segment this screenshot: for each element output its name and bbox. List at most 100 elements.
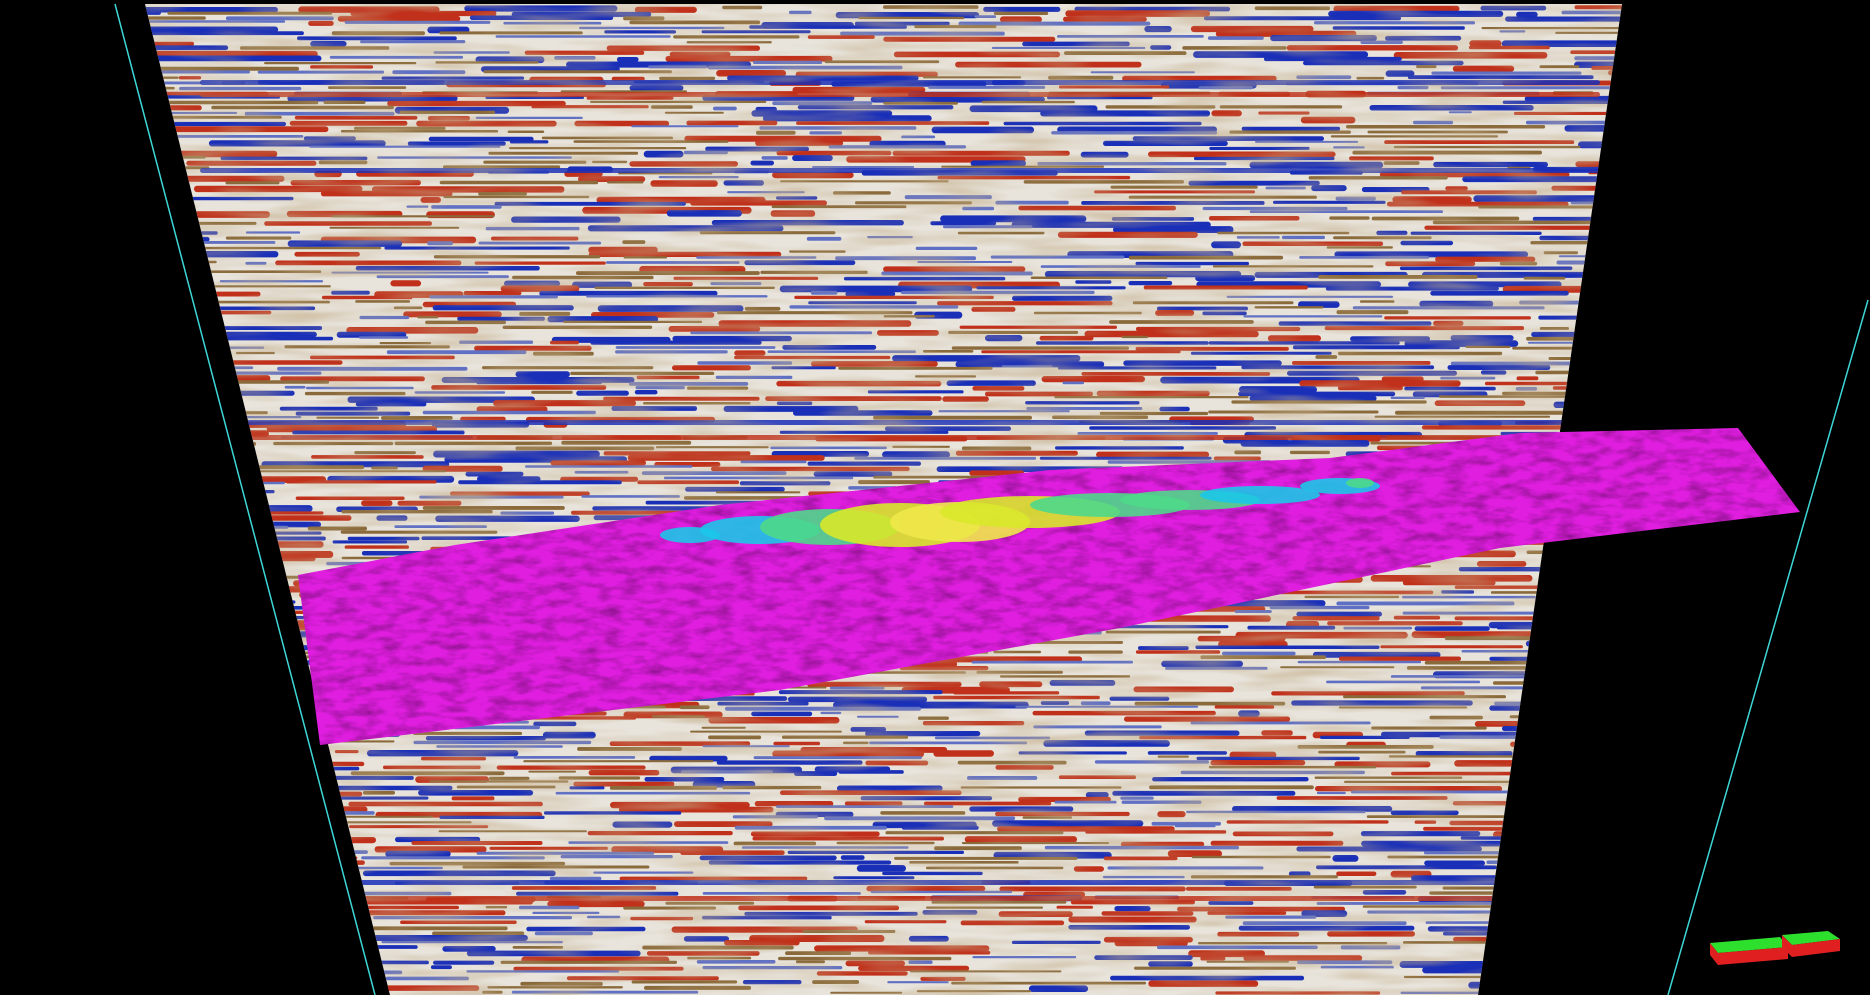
seismic-reflector: [1625, 142, 1676, 145]
seismic-reflector: [145, 716, 257, 720]
seismic-reflector: [1591, 66, 1622, 70]
seismic-reflector: [1627, 86, 1684, 92]
seismic-reflector: [145, 365, 171, 372]
seismic-reflector: [145, 912, 167, 916]
seismic-reflector: [1552, 985, 1622, 988]
seismic-reflector: [145, 492, 212, 499]
seismic-reflector: [1537, 645, 1622, 651]
seismic-reflector: [1626, 147, 1689, 153]
seismic-reflector: [145, 541, 172, 545]
seismic-reflector: [145, 390, 168, 396]
seismic-reflector: [145, 195, 162, 201]
seismic-reflector: [1602, 730, 1622, 735]
seismic-reflector: [1596, 946, 1622, 951]
seismic-reflector: [145, 965, 193, 971]
seismic-reflector: [1599, 676, 1622, 681]
seismic-reflector: [1525, 640, 1590, 647]
seismic-reflector: [145, 571, 251, 577]
seismic-reflector: [1468, 981, 1575, 989]
seismic-reflector: [145, 836, 161, 839]
seismic-reflector: [180, 586, 262, 593]
seismic-reflector: [1547, 665, 1598, 669]
seismic-reflector: [145, 340, 169, 347]
seismic-reflector: [1571, 415, 1622, 423]
seismic-reflector: [1533, 815, 1622, 820]
seismic-reflector: [145, 885, 260, 890]
seismic-reflector: [145, 820, 302, 827]
seismic-reflector: [1574, 590, 1622, 595]
seismic-reflector: [145, 865, 327, 869]
seismic-reflector: [1524, 696, 1599, 699]
seismic-reflector: [145, 581, 221, 589]
seismic-reflector: [1581, 767, 1622, 773]
seismic-reflector: [259, 681, 306, 686]
seismic-reflector: [145, 732, 203, 737]
seismic-reflector: [145, 591, 291, 597]
seismic-reflector: [145, 780, 314, 784]
seismic-reflector: [1609, 576, 1622, 580]
seismic-reflector: [145, 830, 319, 835]
seismic-reflector: [145, 740, 183, 746]
seismic-reflector: [1575, 161, 1622, 168]
seismic-reflector: [1608, 615, 1622, 620]
seismic-reflector: [1583, 950, 1622, 955]
seismic-reflector: [145, 985, 250, 993]
seismic-reflector: [1605, 555, 1622, 560]
seismic-reflector: [145, 556, 204, 559]
seismic-reflector: [145, 395, 199, 399]
seismic-reflector: [145, 221, 183, 226]
seismic-reflector: [145, 806, 163, 810]
seismic-reflector: [145, 651, 236, 656]
seismic-reflector: [1493, 831, 1586, 839]
seismic-reflector: [145, 861, 265, 869]
seismic-reflector: [1504, 866, 1622, 871]
seismic-reflector: [145, 531, 226, 536]
seismic-reflector: [145, 801, 322, 806]
seismic-reflector: [145, 245, 194, 248]
seismic-reflector: [145, 585, 174, 589]
seismic-reflector: [145, 161, 165, 165]
seismic-reflector: [145, 376, 168, 380]
seismic-reflector: [294, 925, 337, 930]
seismic-reflector: [1625, 415, 1781, 422]
seismic-reflector: [1549, 906, 1614, 913]
seismic-reflector: [1568, 930, 1622, 935]
seismic-reflector: [1610, 956, 1622, 964]
seismic-reflector: [1605, 665, 1622, 669]
seismic-reflector: [145, 945, 296, 951]
seismic-reflector: [1571, 745, 1622, 749]
seismic-reflector: [1614, 941, 1622, 946]
seismic-reflector: [1597, 961, 1622, 965]
seismic-reflector: [145, 896, 243, 900]
seismic-reflector: [202, 850, 368, 854]
seismic-reflector: [1620, 686, 1622, 691]
seismic-reflector: [1587, 881, 1622, 886]
seismic-reflector: [1620, 905, 1622, 910]
seismic-reflector: [1539, 711, 1622, 717]
seismic-reflector: [145, 661, 203, 668]
seismic-reflector: [145, 606, 165, 613]
seismic-reflector: [145, 765, 168, 768]
seismic-reflector: [1601, 270, 1622, 274]
seismic-reflector: [145, 746, 228, 751]
seismic-reflector: [1587, 830, 1622, 837]
seismic-reflector: [1526, 786, 1622, 791]
seismic-reflector: [145, 970, 265, 973]
orientation-cube-icon[interactable]: [1700, 925, 1850, 985]
seismic-reflector: [1546, 766, 1579, 771]
seismic-reflector: [1614, 90, 1622, 98]
seismic-reflector: [181, 981, 306, 988]
seismic-reflector: [1565, 790, 1622, 794]
seismic-reflector: [145, 916, 223, 921]
seismic-reflector: [1534, 600, 1622, 603]
seismic-reflector: [1510, 741, 1622, 747]
seismic-reflector: [145, 280, 210, 287]
seismic-reflector: [145, 711, 166, 719]
seismic-reflector: [145, 525, 289, 529]
seismic-reflector: [1560, 661, 1622, 668]
seismic-reflector: [1618, 265, 1622, 270]
seismic-reflector: [145, 961, 252, 968]
seismic-reflector: [180, 806, 368, 813]
